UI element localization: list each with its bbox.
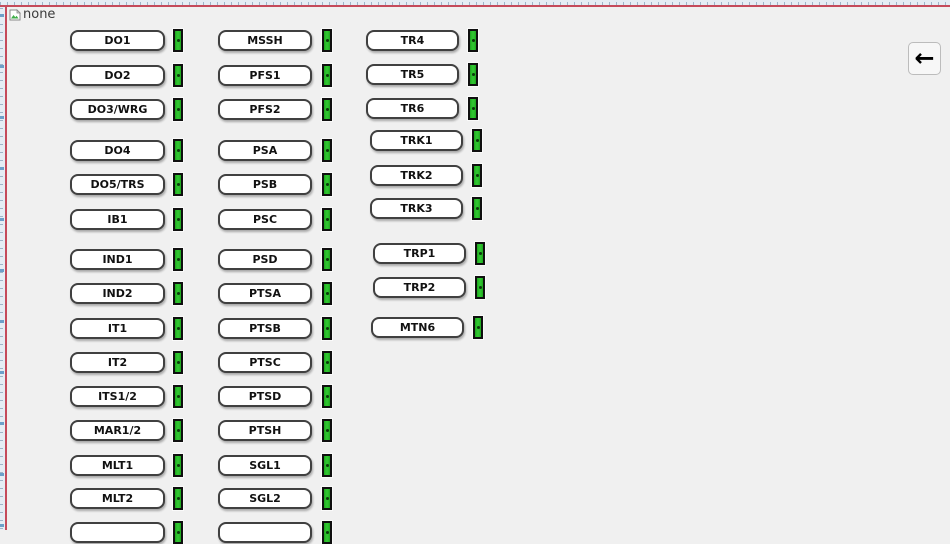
led-indicator [322,208,332,231]
panel-button-psd[interactable]: PSD [218,249,312,270]
panel-button-trk1[interactable]: TRK1 [370,130,463,151]
led-indicator [322,139,332,162]
led-indicator [322,487,332,510]
panel-button-psb[interactable]: PSB [218,174,312,195]
led-indicator [173,385,183,408]
back-button[interactable]: ← [908,42,941,75]
panel-button-mar1-2[interactable]: MAR1/2 [70,420,165,441]
led-indicator [472,197,482,220]
panel-button-it2[interactable]: IT2 [70,352,165,373]
led-indicator [322,419,332,442]
led-indicator [468,29,478,52]
led-indicator [173,29,183,52]
back-arrow-icon: ← [914,43,935,72]
led-indicator [173,248,183,271]
led-indicator [173,64,183,87]
ruler-top [0,0,950,7]
panel-button-mssh[interactable]: MSSH [218,30,312,51]
led-indicator [322,521,332,544]
panel-button-do3-wrg[interactable]: DO3/WRG [70,99,165,120]
led-indicator [173,351,183,374]
panel-button-ind1[interactable]: IND1 [70,249,165,270]
led-indicator [173,454,183,477]
led-indicator [173,98,183,121]
broken-image-placeholder: none [9,8,55,21]
panel-button-ptsc[interactable]: PTSC [218,352,312,373]
led-indicator [322,282,332,305]
panel-button-mtn6[interactable]: MTN6 [371,317,464,338]
panel-button-trk3[interactable]: TRK3 [370,198,463,219]
panel-button-psa[interactable]: PSA [218,140,312,161]
panel-button-ptsa[interactable]: PTSA [218,283,312,304]
led-indicator [322,173,332,196]
panel-button-sgl1[interactable]: SGL1 [218,455,312,476]
led-indicator [173,282,183,305]
led-indicator [472,164,482,187]
led-indicator [322,98,332,121]
panel-button-partial[interactable] [70,522,165,543]
led-indicator [472,129,482,152]
led-indicator [173,317,183,340]
led-indicator [475,276,485,299]
panel-button-ptsb[interactable]: PTSB [218,318,312,339]
led-indicator [173,173,183,196]
panel-button-pfs2[interactable]: PFS2 [218,99,312,120]
panel-button-do2[interactable]: DO2 [70,65,165,86]
panel-button-trp2[interactable]: TRP2 [373,277,466,298]
panel-button-sgl2[interactable]: SGL2 [218,488,312,509]
panel-button-trp1[interactable]: TRP1 [373,243,466,264]
led-indicator [322,248,332,271]
ruler-left [0,0,7,530]
panel-button-its1-2[interactable]: ITS1/2 [70,386,165,407]
led-indicator [468,97,478,120]
led-indicator [173,487,183,510]
panel-button-mlt1[interactable]: MLT1 [70,455,165,476]
led-indicator [173,208,183,231]
led-indicator [173,419,183,442]
panel-button-ptsh[interactable]: PTSH [218,420,312,441]
led-indicator [475,242,485,265]
panel-button-do1[interactable]: DO1 [70,30,165,51]
led-indicator [322,317,332,340]
panel-button-pfs1[interactable]: PFS1 [218,65,312,86]
panel-button-partial[interactable] [218,522,312,543]
led-indicator [468,63,478,86]
panel-button-ind2[interactable]: IND2 [70,283,165,304]
panel-button-psc[interactable]: PSC [218,209,312,230]
panel-button-do5-trs[interactable]: DO5/TRS [70,174,165,195]
led-indicator [173,139,183,162]
led-indicator [173,521,183,544]
panel-button-tr6[interactable]: TR6 [366,98,459,119]
panel-button-do4[interactable]: DO4 [70,140,165,161]
panel-button-tr4[interactable]: TR4 [366,30,459,51]
led-indicator [322,29,332,52]
led-indicator [473,316,483,339]
panel-button-mlt2[interactable]: MLT2 [70,488,165,509]
panel-button-it1[interactable]: IT1 [70,318,165,339]
broken-image-icon [9,8,21,20]
panel-button-tr5[interactable]: TR5 [366,64,459,85]
panel-button-ptsd[interactable]: PTSD [218,386,312,407]
led-indicator [322,385,332,408]
led-indicator [322,64,332,87]
led-indicator [322,454,332,477]
alt-text: none [23,7,56,22]
panel-button-trk2[interactable]: TRK2 [370,165,463,186]
panel-button-ib1[interactable]: IB1 [70,209,165,230]
led-indicator [322,351,332,374]
